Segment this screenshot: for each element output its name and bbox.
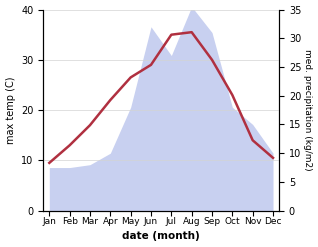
X-axis label: date (month): date (month) [122,231,200,242]
Y-axis label: max temp (C): max temp (C) [5,76,16,144]
Y-axis label: med. precipitation (kg/m2): med. precipitation (kg/m2) [303,49,313,171]
